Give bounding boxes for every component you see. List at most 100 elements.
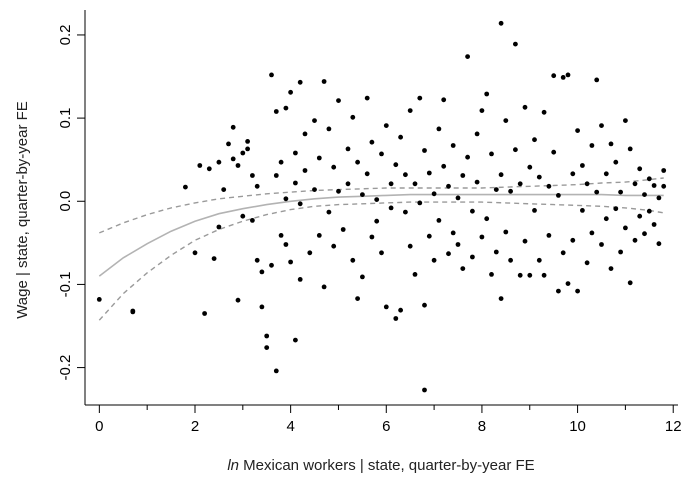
x-tick-label: 0: [95, 418, 103, 435]
data-point: [417, 95, 423, 101]
data-point: [293, 337, 298, 343]
data-point: [96, 297, 102, 302]
data-point: [254, 183, 260, 189]
data-point: [302, 168, 308, 173]
data-point: [489, 272, 494, 277]
data-points: [96, 20, 667, 393]
data-point: [556, 193, 561, 198]
data-point: [293, 150, 298, 156]
data-point: [278, 159, 284, 165]
data-point: [288, 259, 293, 265]
ci-upper-line: [99, 177, 664, 234]
data-point: [493, 249, 499, 255]
data-point: [584, 260, 590, 266]
x-axis-ticks: 0 2 4 6 8 10 12: [95, 405, 682, 435]
data-point: [321, 79, 327, 84]
data-point: [613, 159, 619, 165]
data-point: [570, 237, 576, 243]
data-point: [288, 89, 293, 95]
data-point: [474, 131, 480, 137]
data-point: [498, 20, 504, 26]
data-point: [470, 254, 475, 260]
data-point: [498, 296, 504, 301]
data-point: [211, 256, 217, 261]
data-point: [240, 213, 246, 219]
data-point: [426, 170, 432, 176]
data-point: [484, 216, 490, 222]
data-point: [474, 179, 480, 185]
x-axis-title-italic: ln: [227, 457, 239, 474]
data-point: [312, 118, 317, 123]
data-point: [412, 272, 418, 277]
data-point: [618, 249, 623, 255]
data-point: [331, 164, 337, 170]
data-point: [407, 243, 413, 249]
data-point: [503, 118, 509, 123]
data-point: [508, 257, 513, 263]
plot-area: [84, 10, 678, 406]
data-point: [522, 104, 528, 110]
data-point: [264, 333, 270, 339]
data-point: [398, 134, 403, 140]
data-point: [202, 311, 208, 316]
data-point: [599, 123, 604, 128]
data-point: [450, 143, 456, 148]
data-point: [556, 288, 561, 294]
data-point: [388, 205, 394, 211]
data-point: [436, 126, 442, 132]
data-point: [235, 297, 241, 303]
data-point: [350, 114, 356, 120]
data-point: [536, 257, 542, 263]
data-point: [651, 183, 657, 188]
data-point: [594, 77, 600, 83]
data-point: [517, 272, 523, 278]
data-point: [565, 72, 571, 78]
data-point: [422, 148, 427, 153]
data-point: [479, 108, 485, 113]
data-point: [608, 141, 614, 147]
data-point: [623, 118, 628, 123]
data-point: [484, 91, 490, 97]
data-point: [527, 164, 533, 170]
data-point: [197, 163, 203, 168]
data-point: [360, 274, 365, 280]
x-tick-label: 12: [665, 418, 682, 435]
data-point: [441, 163, 447, 169]
data-point: [221, 187, 227, 193]
data-point: [130, 309, 136, 315]
data-point: [326, 126, 332, 132]
data-point: [551, 73, 557, 79]
data-point: [230, 156, 236, 162]
data-point: [513, 147, 518, 153]
data-point: [517, 181, 523, 187]
data-point: [398, 307, 403, 313]
data-point: [642, 192, 647, 198]
data-point: [637, 213, 643, 219]
data-point: [627, 280, 633, 286]
confidence-interval-lines: [98, 177, 664, 321]
data-point: [594, 189, 600, 195]
data-point: [316, 155, 322, 161]
y-tick-label: 0.2: [57, 25, 74, 46]
data-point: [589, 230, 595, 236]
data-point: [374, 197, 380, 203]
data-point: [383, 304, 389, 310]
x-axis-title-rest: Mexican workers | state, quarter-by-year…: [239, 457, 535, 474]
data-point: [431, 257, 437, 263]
data-point: [426, 233, 432, 239]
data-point: [431, 191, 437, 197]
data-point: [627, 146, 633, 152]
data-point: [446, 251, 451, 257]
y-axis-title: Wage | state, quarter-by-year FE: [14, 101, 31, 319]
data-point: [235, 163, 241, 168]
y-axis-ticks: -0.2 -0.1 0.0 0.1 0.2: [57, 25, 85, 381]
data-point: [388, 181, 394, 187]
data-point: [489, 151, 494, 157]
data-point: [273, 368, 279, 374]
data-point: [546, 183, 552, 189]
data-point: [623, 225, 628, 231]
data-point: [345, 146, 351, 152]
data-point: [321, 284, 327, 290]
y-tick-label: -0.2: [57, 355, 74, 381]
